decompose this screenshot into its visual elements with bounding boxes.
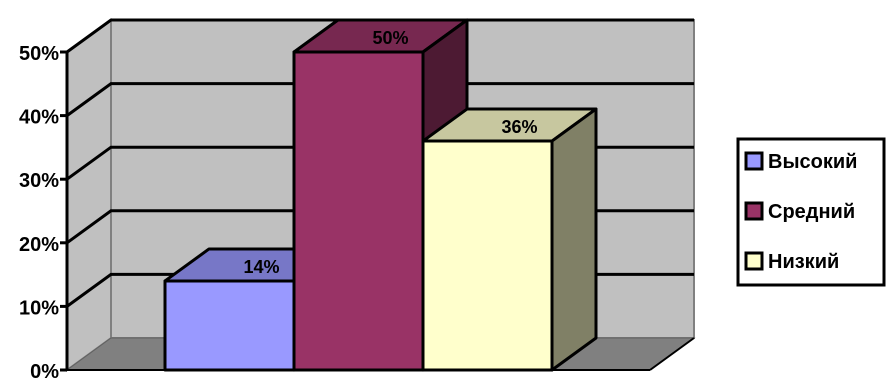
legend-swatch — [744, 251, 764, 271]
bar-front — [163, 279, 296, 372]
data-label: 36% — [501, 117, 537, 137]
y-tick-label: 20% — [19, 234, 59, 256]
legend: Высокий Средний Низкий — [736, 137, 886, 287]
gridline — [66, 18, 694, 54]
y-tick-label: 50% — [19, 43, 59, 65]
data-label: 50% — [372, 28, 408, 48]
legend-swatch — [744, 201, 764, 221]
bar-side — [550, 107, 598, 372]
bar-front — [421, 139, 554, 372]
legend-item: Средний — [744, 201, 855, 223]
x-axis-depth — [649, 337, 695, 371]
y-tick-label: 0% — [30, 361, 59, 378]
legend-item: Низкий — [744, 251, 839, 273]
side-wall — [66, 18, 112, 372]
legend-label: Низкий — [768, 251, 839, 273]
y-tick-label: 30% — [19, 170, 59, 192]
data-label: 14% — [243, 257, 279, 277]
legend-item: Высокий — [744, 151, 857, 173]
y-tick-label: 10% — [19, 297, 59, 319]
legend-swatch — [744, 151, 764, 171]
legend-label: Высокий — [768, 151, 857, 173]
bar-3: 36% — [421, 107, 598, 372]
gridline — [66, 82, 694, 117]
bar-front — [292, 50, 425, 372]
legend-label: Средний — [768, 201, 855, 223]
y-tick-label: 40% — [19, 107, 59, 129]
